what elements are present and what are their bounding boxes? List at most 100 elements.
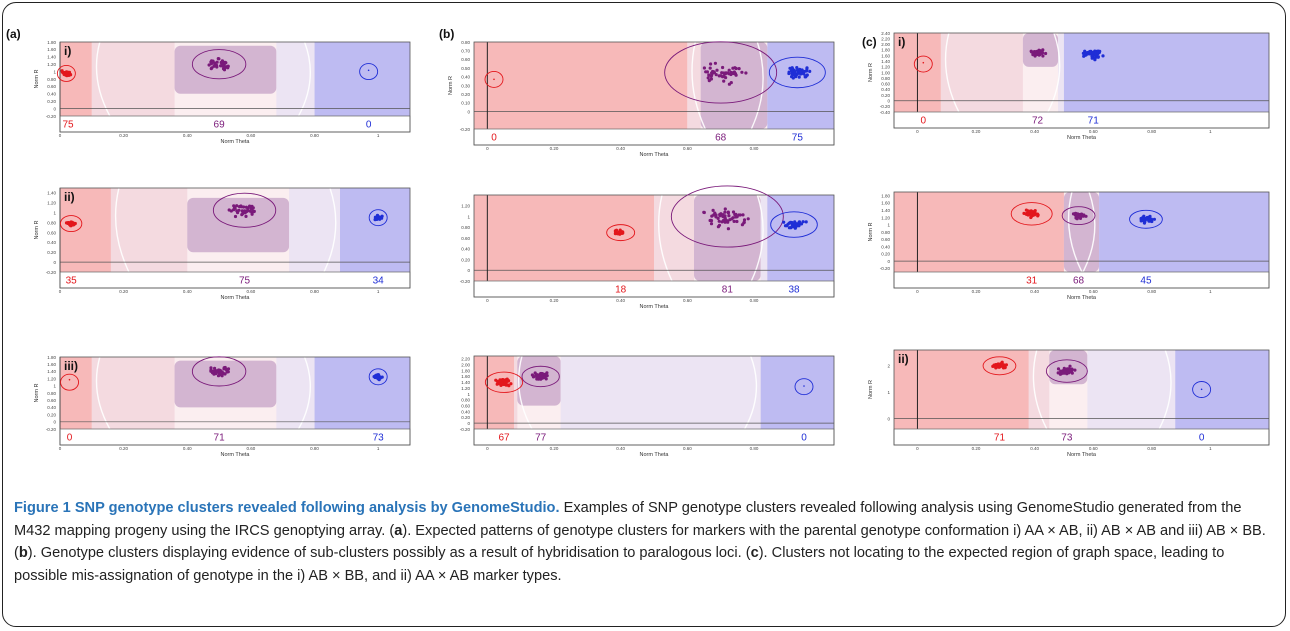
data-point <box>711 208 715 212</box>
x-tick-label: 0 <box>59 133 62 138</box>
data-point <box>375 215 379 219</box>
y-tick-label: 1.20 <box>47 62 56 67</box>
data-point <box>727 68 731 72</box>
y-tick-label: 1.60 <box>461 374 470 379</box>
plot-border <box>893 191 1270 289</box>
x-axis-label: Norm Theta <box>221 139 251 145</box>
x-tick-label: 0 <box>916 129 919 134</box>
y-tick-label: 1 <box>53 69 56 74</box>
y-tick-label: 0.80 <box>461 225 470 230</box>
data-point <box>746 217 750 221</box>
data-point <box>1101 54 1105 58</box>
cluster-count: 73 <box>373 433 385 444</box>
x-tick-label: 0.20 <box>972 289 981 294</box>
cluster-ellipse <box>1061 206 1096 226</box>
data-point <box>707 73 711 77</box>
cluster-aa <box>606 224 636 242</box>
x-tick-label: 0.20 <box>972 129 981 134</box>
x-tick-label: 0.60 <box>683 446 692 451</box>
y-tick-label: 0 <box>53 106 56 111</box>
data-point <box>721 65 725 70</box>
data-point <box>712 213 716 217</box>
data-point <box>232 208 236 212</box>
y-tick-label: 0 <box>887 99 890 104</box>
data-point <box>1075 212 1079 216</box>
chart-panel-a-iii: -0.20 0 0.20 0.40 0.60 0.80 1 1.20 1.40 1.60 1.80 0… <box>34 355 411 458</box>
cluster-count: 69 <box>214 120 226 131</box>
y-tick-label: 1.80 <box>881 48 890 53</box>
y-tick-label: 1.60 <box>881 53 890 58</box>
y-tick-label: 2.20 <box>881 36 890 41</box>
data-point <box>744 71 748 75</box>
data-point <box>1033 209 1037 213</box>
y-axis-label: Norm R <box>34 221 40 240</box>
data-point <box>244 205 248 209</box>
y-tick-label: 0.70 <box>461 49 470 54</box>
x-tick-label: 0.20 <box>550 298 559 303</box>
ab-region <box>700 42 768 129</box>
aa-region <box>60 188 111 272</box>
cluster-ellipse <box>191 356 247 387</box>
y-tick-label: 0.20 <box>461 257 470 262</box>
data-point <box>1073 368 1077 372</box>
cluster-ellipse <box>212 192 277 228</box>
y-tick-label: -0.20 <box>46 427 57 432</box>
data-point <box>1079 214 1083 218</box>
data-point <box>1148 214 1152 218</box>
cluster-bb <box>368 368 388 386</box>
data-point <box>728 218 732 222</box>
bb-region <box>314 357 410 429</box>
data-point <box>723 216 727 220</box>
data-point <box>731 210 736 214</box>
data-point <box>226 367 231 371</box>
data-point <box>726 210 730 214</box>
aa-boundary <box>95 42 111 116</box>
y-tick-label: 0.60 <box>881 82 890 87</box>
count-band <box>473 128 835 146</box>
y-tick-label: 1 <box>887 390 890 395</box>
data-point <box>62 72 66 77</box>
y-tick-label: -0.20 <box>460 279 471 284</box>
data-point <box>789 69 794 73</box>
caption-title: Figure 1 SNP genotype clusters revealed … <box>14 500 560 516</box>
caption-bold-c: c <box>750 545 759 561</box>
cluster-ab <box>191 356 247 387</box>
data-point <box>803 385 805 387</box>
y-axis-label: Norm R <box>868 223 874 242</box>
cluster-ellipse <box>1129 209 1163 229</box>
data-point <box>509 382 513 386</box>
data-point <box>244 214 248 218</box>
data-point <box>727 214 731 218</box>
y-tick-label: 0 <box>53 260 56 265</box>
data-point <box>367 69 370 72</box>
data-point <box>709 222 714 226</box>
y-tick-label: 1.60 <box>47 362 56 367</box>
aa-region <box>60 42 92 116</box>
data-point <box>1037 49 1041 53</box>
data-point <box>741 213 745 217</box>
ab-bb-blend <box>276 357 315 429</box>
bb-region <box>340 188 410 272</box>
data-point <box>251 206 255 210</box>
data-point <box>1149 217 1154 221</box>
data-point <box>1083 53 1087 57</box>
y-axis-label: Norm R <box>448 76 454 95</box>
y-tick-label: 0.20 <box>881 93 890 98</box>
y-tick-label: 0 <box>467 421 470 426</box>
data-point <box>209 366 213 370</box>
x-tick-label: 0.60 <box>683 146 692 151</box>
y-tick-label: 1.00 <box>881 70 890 75</box>
data-point <box>1095 51 1100 55</box>
chart-panel-a-i: -0.20 0 0.20 0.40 0.60 0.80 1 1.20 1.40 1.60 1.80 0… <box>34 40 411 145</box>
data-point <box>729 72 733 77</box>
data-point <box>503 381 507 385</box>
ab-bb-blend <box>289 188 340 272</box>
cluster-aa <box>56 64 76 82</box>
bb-boundary <box>1082 192 1096 272</box>
plot-background <box>894 192 1269 272</box>
y-tick-label: 1.20 <box>47 376 56 381</box>
ab-region <box>1049 350 1088 385</box>
data-point <box>373 374 377 378</box>
panel-sublabel: iii) <box>64 359 78 373</box>
x-axis-label: Norm Theta <box>640 152 670 158</box>
